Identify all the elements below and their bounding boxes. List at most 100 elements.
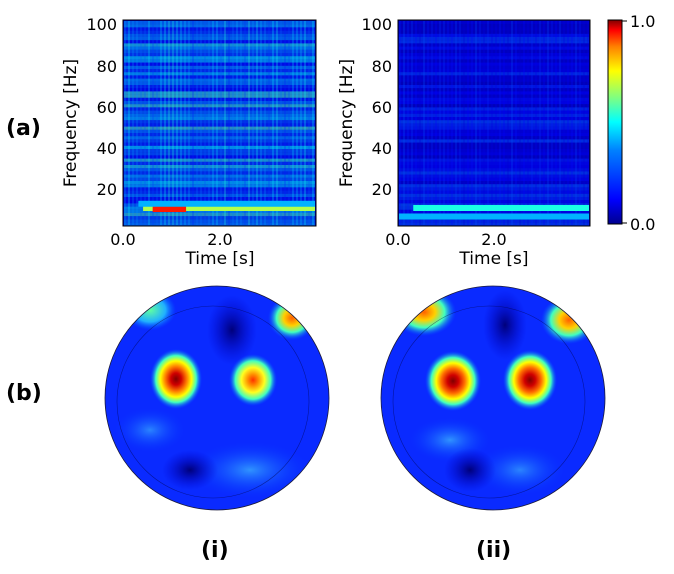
spec-ii-ytick-40: 40 <box>372 139 392 158</box>
spectrogram-texture-col <box>212 21 214 225</box>
colorbar-max-label: 1.0 <box>630 12 655 31</box>
spectrogram-texture-row <box>124 139 315 143</box>
spectrogram-texture-row <box>399 91 589 95</box>
spectrogram-texture-row <box>124 161 315 165</box>
spectrogram-texture-col <box>471 21 473 225</box>
spectrogram-texture-row <box>399 78 589 82</box>
spectrogram-texture-col <box>587 21 589 225</box>
spectrogram-texture-col <box>467 21 469 225</box>
spectrogram-texture-col <box>431 21 433 225</box>
topomap-ii <box>380 285 606 511</box>
spectrogram-texture-row <box>124 197 315 201</box>
spectrogram-texture-row <box>399 209 589 213</box>
spectrogram-texture-col <box>563 21 565 225</box>
spectrogram-texture-col <box>284 21 286 225</box>
spectrogram-band-1 <box>152 206 187 213</box>
spectrogram-texture-row <box>399 62 589 66</box>
spectrogram-texture-col <box>463 21 465 225</box>
spectrogram-texture-col <box>140 21 142 225</box>
spectrogram-texture-col <box>499 21 501 225</box>
spectrogram-texture-row <box>124 91 315 95</box>
spectrogram-texture-col <box>415 21 417 225</box>
spectrogram-texture-col <box>184 21 186 225</box>
spectrogram-texture-col <box>487 21 489 225</box>
spec-i-ytick-100: 100 <box>86 15 117 34</box>
spectrogram-texture-col <box>475 21 477 225</box>
spectrogram-texture-col <box>527 21 529 225</box>
spectrogram-ii-frame <box>397 19 591 227</box>
spectrogram-texture-row <box>399 133 589 137</box>
spectrogram-texture-col <box>399 21 401 225</box>
spec-i-xlabel: Time [s] <box>184 249 254 269</box>
spectrogram-texture-row <box>124 120 315 124</box>
spec-i-ytick-60: 60 <box>97 98 117 117</box>
spectrogram-texture-col <box>567 21 569 225</box>
spectrogram-band-2 <box>138 200 315 207</box>
spectrogram-texture-row <box>399 184 589 188</box>
spectrogram-texture-col <box>280 21 282 225</box>
spectrogram-texture-col <box>459 21 461 225</box>
spec-i-ylabel: Frequency [Hz] <box>61 59 81 187</box>
spectrogram-texture-col <box>435 21 437 225</box>
spectrogram-texture-row <box>399 181 589 185</box>
column-label-i: (i) <box>201 538 229 563</box>
spectrogram-texture-row <box>124 75 315 79</box>
spectrogram-texture-col <box>232 21 234 225</box>
spectrogram-texture-row <box>124 30 315 34</box>
spectrogram-texture-col <box>300 21 302 225</box>
spectrogram-texture-row <box>124 126 315 130</box>
topomap-i <box>104 285 330 511</box>
spectrogram-texture-row <box>399 187 589 191</box>
spectrogram-texture-col <box>152 21 154 225</box>
spectrogram-texture-row <box>399 168 589 172</box>
spectrogram-texture-col <box>260 21 262 225</box>
spectrogram-texture-col <box>443 21 445 225</box>
spectrogram-texture-col <box>495 21 497 225</box>
spectrogram-texture-col <box>547 21 549 225</box>
spectrogram-texture-row <box>124 213 315 217</box>
spectrogram-texture-row <box>124 72 315 76</box>
spectrogram-texture-row <box>124 171 315 175</box>
spectrogram-texture-col <box>491 21 493 225</box>
spectrogram-texture-col <box>136 21 138 225</box>
spec-ii-xtick-2: 2.0 <box>481 230 506 249</box>
spectrogram-texture-row <box>124 78 315 82</box>
spectrogram-texture-col <box>208 21 210 225</box>
spectrogram-texture-row <box>124 24 315 28</box>
spectrogram-texture-col <box>531 21 533 225</box>
spectrogram-texture-row <box>124 97 315 101</box>
spectrogram-texture-row <box>124 123 315 127</box>
spectrogram-texture-col <box>571 21 573 225</box>
spectrogram-texture-row <box>399 94 589 98</box>
spectrogram-texture-row <box>399 129 589 133</box>
topomap-i-outline <box>104 285 330 511</box>
topomap-ii-peak-top-right <box>541 296 597 344</box>
spectrogram-texture-col <box>523 21 525 225</box>
topomap-ii-outline <box>380 285 606 511</box>
spectrogram-texture-col <box>176 21 178 225</box>
topomap-ii-peak-top-left <box>392 288 456 336</box>
topomap-ii-dark-bottom <box>444 448 496 492</box>
spectrogram-texture-row <box>399 40 589 44</box>
spectrogram-texture-col <box>296 21 298 225</box>
spectrogram-texture-row <box>124 53 315 57</box>
spectrogram-texture-row <box>399 59 589 63</box>
spectrogram-texture-row <box>399 158 589 162</box>
spectrogram-texture-row <box>399 155 589 159</box>
spectrogram-texture-row <box>124 219 315 223</box>
spectrogram-texture-row <box>399 171 589 175</box>
spectrogram-texture-col <box>172 21 174 225</box>
spectrogram-texture-row <box>399 110 589 114</box>
spectrogram-texture-row <box>399 24 589 28</box>
spectrogram-texture-row <box>399 117 589 121</box>
topomap-ii-inner-contour <box>392 305 586 499</box>
spectrogram-texture-row <box>399 174 589 178</box>
spectrogram-texture-row <box>124 181 315 185</box>
spectrogram-texture-row <box>124 88 315 92</box>
spectrogram-texture-row <box>399 177 589 181</box>
spectrogram-texture-col <box>188 21 190 225</box>
spectrogram-texture-row <box>124 187 315 191</box>
spectrogram-texture-row <box>399 30 589 34</box>
spectrogram-texture-col <box>196 21 198 225</box>
